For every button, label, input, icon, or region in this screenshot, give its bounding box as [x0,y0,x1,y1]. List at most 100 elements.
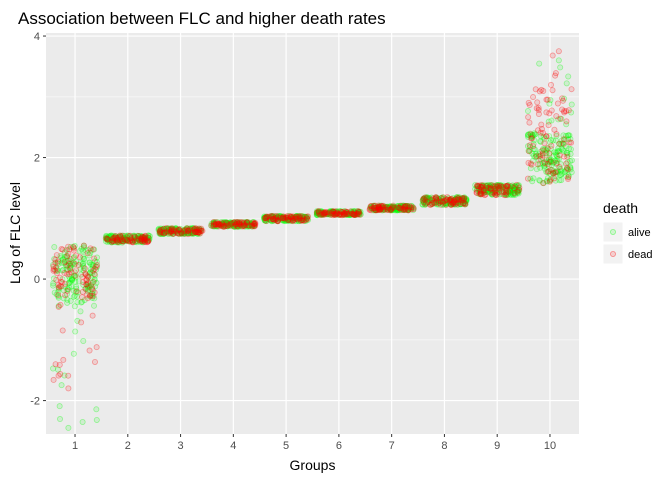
data-point [398,204,405,211]
data-point [78,299,85,306]
data-point [180,230,187,237]
data-point [232,221,239,228]
data-point [104,239,111,246]
data-point [188,228,195,235]
data-point [261,214,268,221]
data-point [156,227,163,234]
data-point [189,227,196,234]
data-point [279,215,286,222]
data-point [381,204,388,211]
data-point [487,189,494,196]
data-point [551,169,558,176]
data-point [71,303,78,310]
data-point [349,211,356,218]
data-point [130,232,137,239]
data-point [89,294,96,301]
data-point [73,288,80,295]
data-point [84,288,91,295]
data-point [456,195,463,202]
data-point [328,209,335,216]
data-point [60,295,67,302]
data-point [397,203,404,210]
data-point [401,207,408,214]
data-point [422,194,429,201]
data-point [122,236,129,243]
data-point [504,182,511,189]
data-point [137,233,144,240]
data-point [455,198,462,205]
data-point [264,213,271,220]
data-point [269,215,276,222]
data-point [291,217,298,224]
data-point [461,194,468,201]
data-point [422,201,429,208]
data-point [294,214,301,221]
data-point [454,201,461,208]
data-point [235,221,242,228]
data-point [116,237,123,244]
data-point [356,208,363,215]
data-point [137,235,144,242]
data-point [301,213,308,220]
data-point [290,214,297,221]
data-point [305,216,312,223]
data-point [214,219,221,226]
data-point [89,312,96,319]
data-point [241,222,248,229]
data-point [381,204,388,211]
data-point [314,209,321,216]
data-point [57,253,64,260]
data-point [55,291,62,298]
data-point [451,197,458,204]
data-point [344,211,351,218]
data-point [560,140,567,147]
data-point [103,233,110,240]
data-point [231,220,238,227]
data-point [544,161,551,168]
data-point [404,204,411,211]
data-point [404,203,411,210]
data-point [378,206,385,213]
data-point [81,255,88,262]
data-point [194,230,201,237]
data-point [231,219,238,226]
data-point [538,121,545,128]
data-point [526,119,533,126]
data-point [530,143,537,150]
data-point [354,208,361,215]
data-point [90,278,97,285]
data-point [396,206,403,213]
data-point [77,265,84,272]
data-point [373,207,380,214]
data-point [446,198,453,205]
data-point [422,201,429,208]
data-point [507,187,514,194]
data-point [462,196,469,203]
data-point [280,217,287,224]
data-point [356,210,363,217]
data-point [272,213,279,220]
data-point [408,204,415,211]
data-point [450,201,457,208]
data-point [246,221,253,228]
data-point [178,230,185,237]
data-point [438,194,445,201]
data-point [72,272,79,279]
data-point [563,160,570,167]
data-point [408,202,415,209]
data-point [316,211,323,218]
data-point [161,230,168,237]
data-point [121,237,128,244]
data-point [440,198,447,205]
data-point [160,231,167,238]
data-point [436,199,443,206]
data-point [86,270,93,277]
data-point [162,229,169,236]
data-point [167,229,174,236]
data-point [384,206,391,213]
data-point [408,205,415,212]
data-point [327,211,334,218]
data-point [402,203,409,210]
data-point [319,211,326,218]
data-point [261,217,268,224]
